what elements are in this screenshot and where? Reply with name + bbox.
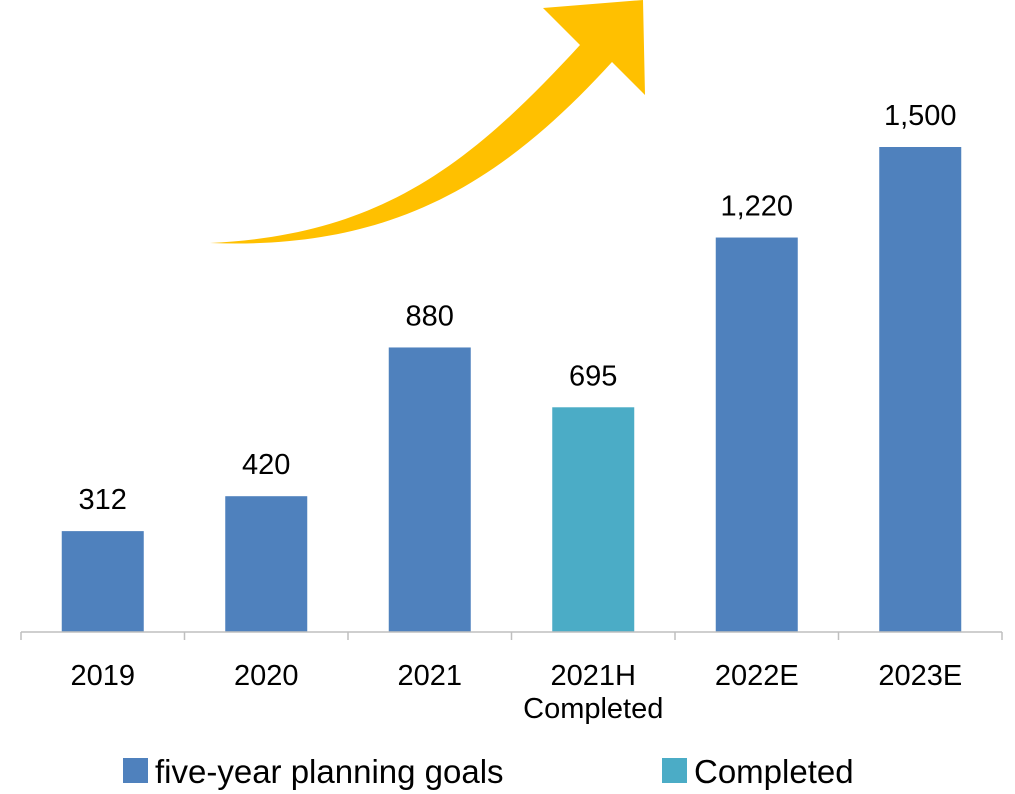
legend-swatch xyxy=(662,758,687,783)
legend-label: five-year planning goals xyxy=(155,753,504,790)
x-axis xyxy=(20,631,1003,640)
x-tick-label: 2019 xyxy=(70,660,135,692)
legend-swatch xyxy=(123,758,148,783)
bar-2021 xyxy=(388,347,471,632)
bar-2021h xyxy=(552,407,635,632)
bar-2020 xyxy=(225,496,308,632)
legend: five-year planning goals Completed xyxy=(123,753,854,790)
labels-layer: 312 2019 420 2020 880 2021 695 2021H Completed 1,… xyxy=(70,100,962,725)
x-tick-label: 2021H Completed xyxy=(523,660,663,725)
x-tick-label: 2020 xyxy=(234,660,299,692)
trend-arrow-icon xyxy=(210,0,645,244)
bars-layer xyxy=(61,147,962,633)
x-tick-label: 2022E xyxy=(715,660,799,692)
bar-2022e xyxy=(715,237,798,633)
data-label: 420 xyxy=(242,449,290,481)
data-label: 312 xyxy=(79,484,127,516)
data-label: 880 xyxy=(406,300,454,332)
bar-2019 xyxy=(61,531,144,632)
data-label: 695 xyxy=(569,360,617,392)
x-tick-label: 2023E xyxy=(878,660,962,692)
bar-2023e xyxy=(879,147,962,632)
data-label: 1,500 xyxy=(884,100,957,132)
x-tick-label: 2021 xyxy=(397,660,462,692)
data-label: 1,220 xyxy=(720,191,793,223)
legend-label: Completed xyxy=(694,753,854,790)
